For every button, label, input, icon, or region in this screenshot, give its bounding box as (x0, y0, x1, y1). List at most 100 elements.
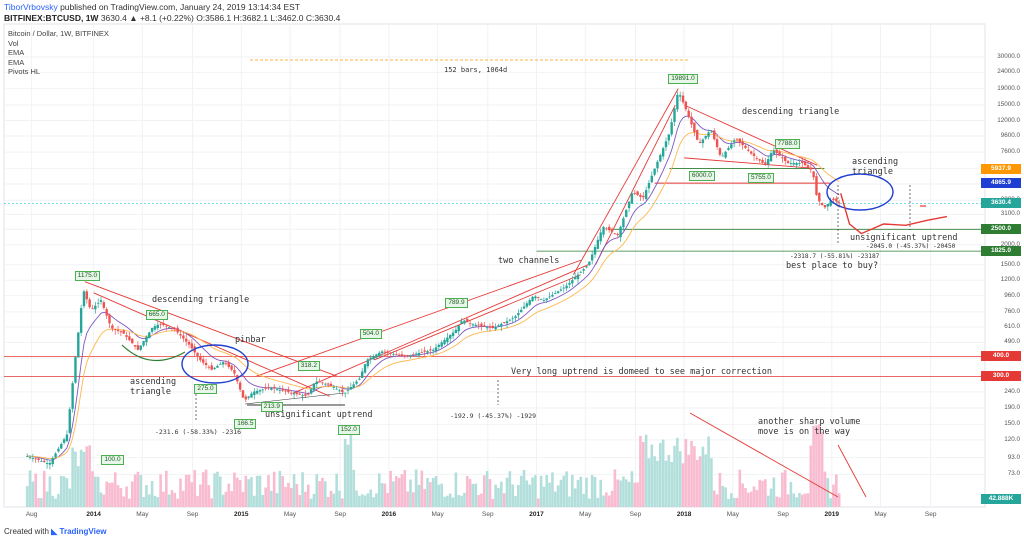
candle-body-163 (488, 326, 492, 328)
volume-bar-12 (59, 475, 63, 507)
volume-bar-223 (659, 443, 662, 507)
volume-bar-33 (119, 488, 123, 507)
candle-body-93 (290, 392, 293, 394)
volume-bar-158 (474, 483, 478, 507)
volume-bar-165 (494, 484, 497, 507)
volume-bar-19 (79, 449, 83, 507)
volume-bar-27 (102, 494, 106, 507)
volume-bar-282 (826, 478, 830, 507)
volume-bar-57 (187, 474, 191, 507)
candle-body-70 (224, 363, 228, 365)
volume-bar-190 (565, 471, 568, 507)
indicator-vol[interactable]: Vol (8, 38, 19, 48)
volume-bar-278 (815, 425, 818, 507)
candle-body-201 (596, 239, 600, 249)
candle-body-279 (818, 193, 821, 202)
candle-body-231 (681, 95, 685, 103)
candle-body-14 (65, 434, 69, 442)
volume-bar-261 (766, 495, 770, 507)
candle-body-236 (696, 130, 699, 140)
volume-bar-135 (409, 479, 412, 507)
candle-body-152 (457, 325, 460, 332)
volume-bar-21 (85, 446, 89, 507)
y-tick-4: 12000.0 (997, 116, 1020, 124)
candle-body-270 (792, 163, 795, 165)
volume-bar-219 (647, 458, 651, 507)
candle-body-282 (826, 203, 830, 207)
candle-body-141 (426, 351, 429, 353)
candle-body-227 (670, 122, 673, 135)
pivot-tag-11: 6000.0 (688, 170, 715, 181)
volume-bar-162 (485, 471, 489, 507)
bars-range-label: 152 bars, 1064d (444, 66, 508, 74)
volume-bar-5 (40, 498, 43, 507)
volume-bar-100 (309, 498, 313, 507)
candle-body-207 (613, 233, 617, 235)
volume-bar-105 (323, 481, 327, 507)
candle-body-226 (667, 134, 671, 141)
volume-bar-24 (94, 476, 97, 507)
x-tick-5: May (283, 511, 297, 518)
volume-bar-147 (443, 496, 446, 507)
candle-body-21 (85, 291, 89, 300)
volume-bar-179 (534, 475, 537, 507)
candle-body-188 (559, 289, 563, 291)
candle-body-146 (440, 342, 443, 347)
volume-bar-237 (698, 456, 702, 507)
volume-bar-258 (758, 479, 761, 507)
candle-body-232 (684, 101, 688, 110)
volume-bar-35 (125, 486, 128, 507)
volume-bar-218 (644, 434, 648, 507)
indicator-pivots[interactable]: Pivots HL (8, 67, 41, 76)
candle-body-272 (798, 163, 801, 164)
volume-bar-221 (653, 456, 656, 507)
y-tick-13: 1500.0 (1000, 260, 1020, 268)
forecast-path (840, 193, 948, 235)
trend-line-4 (573, 88, 679, 275)
candle-body-28 (105, 309, 108, 316)
ema-slow-line (27, 132, 840, 460)
candle-body-260 (764, 162, 767, 166)
pivot-tag-5: 213.9 (260, 401, 284, 412)
candle-body-250 (735, 138, 739, 140)
volume-bar-155 (465, 475, 469, 507)
volume-bar-185 (551, 472, 554, 507)
candle-body-184 (548, 296, 551, 298)
volume-bar-270 (792, 493, 796, 507)
candle-body-122 (372, 355, 375, 360)
indicator-ema-2[interactable]: EMA (8, 57, 25, 67)
x-tick-17: May (874, 511, 887, 518)
volume-bar-250 (735, 497, 739, 507)
candle-body-266 (781, 157, 784, 159)
volume-bar-213 (630, 471, 634, 507)
volume-bar-167 (500, 481, 503, 507)
volume-bar-244 (718, 473, 722, 507)
candle-body-73 (233, 369, 236, 374)
volume-bar-78 (247, 479, 250, 507)
candle-body-161 (483, 325, 486, 327)
volume-bar-84 (264, 487, 267, 507)
volume-bar-191 (568, 496, 571, 507)
x-tick-16: 2019 (824, 511, 840, 518)
candle-body-138 (417, 352, 421, 356)
candle-body-160 (480, 323, 483, 327)
indicator-ema-1[interactable]: EMA (8, 48, 25, 57)
candle-body-69 (221, 362, 225, 365)
candle-body-170 (508, 319, 512, 321)
volume-bar-108 (332, 493, 336, 507)
volume-bar-93 (289, 488, 293, 507)
volume-bar-266 (781, 472, 784, 507)
y-tick-18: 490.0 (1004, 338, 1020, 346)
volume-bar-168 (502, 493, 506, 507)
candle-body-212 (627, 201, 631, 209)
author-link[interactable]: TiborVrbovsky (4, 2, 58, 12)
volume-bar-80 (253, 495, 256, 507)
candle-body-179 (534, 296, 537, 299)
candle-body-131 (397, 354, 401, 356)
volume-bar-204 (605, 492, 608, 507)
tradingview-brand[interactable]: Created with ◣ TradingView (4, 527, 107, 536)
candle-body-150 (451, 332, 455, 337)
candle-body-205 (608, 226, 611, 231)
candle-body-173 (517, 313, 520, 316)
